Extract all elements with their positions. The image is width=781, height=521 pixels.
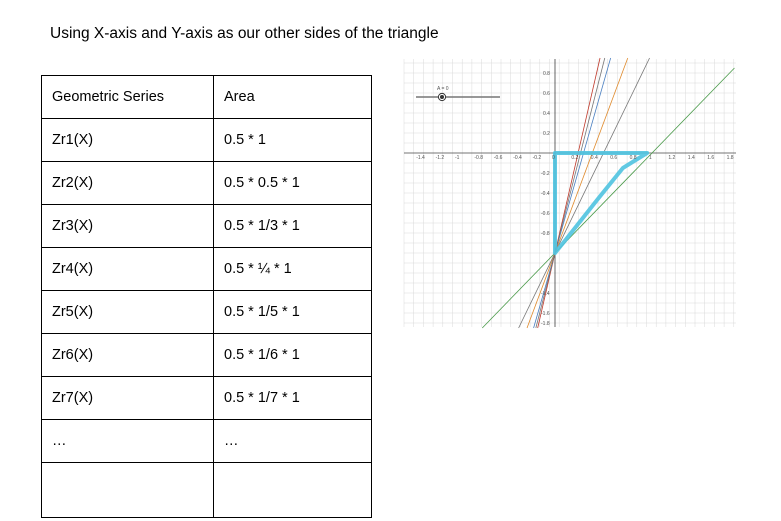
y-tick-label: -0.4 <box>541 191 550 197</box>
x-tick-label: -1 <box>455 155 460 161</box>
orange-line <box>526 57 629 329</box>
x-tick-label: 0.6 <box>610 155 617 161</box>
table-row: Zr3(X) 0.5 * 1/3 * 1 <box>41 204 372 248</box>
x-tick-label: -0.4 <box>513 155 522 161</box>
y-tick-label: 0.2 <box>543 131 550 137</box>
y-tick-label: -1.8 <box>541 321 550 327</box>
area-cell <box>213 462 372 518</box>
area-cell: 0.5 * ¼ * 1 <box>213 247 372 291</box>
series-cell: Zr6(X) <box>41 333 214 377</box>
area-cell: 0.5 * 1 <box>213 118 372 162</box>
x-tick-label: 1.2 <box>668 155 675 161</box>
series-area-table: Geometric Series Area Zr1(X) 0.5 * 1 Zr2… <box>41 75 372 518</box>
table-row: Zr1(X) 0.5 * 1 <box>41 118 372 162</box>
series-cell: Zr3(X) <box>41 204 214 248</box>
area-cell: 0.5 * 1/7 * 1 <box>213 376 372 420</box>
x-tick-label: -1.4 <box>416 155 425 161</box>
y-tick-label: 0.8 <box>543 71 550 77</box>
x-tick-label: 1.6 <box>707 155 714 161</box>
x-tick-label: 1.4 <box>688 155 695 161</box>
red-line <box>537 57 601 329</box>
series-cell: Zr2(X) <box>41 161 214 205</box>
y-tick-label: -0.2 <box>541 171 550 177</box>
area-cell: 0.5 * 1/6 * 1 <box>213 333 372 377</box>
slider[interactable]: A = 0 <box>416 86 500 102</box>
x-tick-label: 0.8 <box>630 155 637 161</box>
y-tick-label: -1.6 <box>541 311 550 317</box>
header-area: Area <box>213 75 372 119</box>
table-row: Zr5(X) 0.5 * 1/5 * 1 <box>41 290 372 334</box>
series-cell: Zr1(X) <box>41 118 214 162</box>
table-row: Zr4(X) 0.5 * ¼ * 1 <box>41 247 372 291</box>
blue-line <box>533 57 612 329</box>
highlighted-triangle <box>553 151 650 255</box>
page-heading: Using X-axis and Y-axis as our other sid… <box>50 25 439 42</box>
slider-label: A = 0 <box>437 86 449 92</box>
y-tick-label: 0.4 <box>543 111 550 117</box>
series-cell: Zr4(X) <box>41 247 214 291</box>
x-tick-label: 1 <box>649 155 652 161</box>
x-tick-label: -0.8 <box>474 155 483 161</box>
x-tick-label: 1.8 <box>727 155 734 161</box>
series-cell <box>41 462 214 518</box>
x-tick-label: 0 <box>552 155 555 161</box>
table-row: Zr7(X) 0.5 * 1/7 * 1 <box>41 376 372 420</box>
x-tick-label: -0.2 <box>533 155 542 161</box>
graph-lines <box>481 57 735 329</box>
series-cell: Zr5(X) <box>41 290 214 334</box>
y-tick-label: 0.6 <box>543 91 550 97</box>
gray-line <box>518 57 650 329</box>
gray-line-2 <box>535 57 606 329</box>
area-cell: … <box>213 419 372 463</box>
green-line <box>481 67 735 329</box>
table-row: … … <box>41 419 372 463</box>
x-tick-label: -0.6 <box>494 155 503 161</box>
table-row-empty <box>41 462 372 518</box>
x-tick-labels: -1.4 -1.2 -1 -0.8 -0.6 -0.4 -0.2 0 0.2 0.4 0.6 0.8 1… <box>416 155 734 161</box>
slider-handle-dot <box>440 95 444 99</box>
area-cell: 0.5 * 0.5 * 1 <box>213 161 372 205</box>
header-geometric-series: Geometric Series <box>41 75 214 119</box>
x-tick-label: 0.4 <box>591 155 598 161</box>
graph-screenshot: -1.4 -1.2 -1 -0.8 -0.6 -0.4 -0.2 0 0.2 0.4 0.6 0.8 1… <box>403 57 736 329</box>
series-cell: Zr7(X) <box>41 376 214 420</box>
x-tick-label: 0.2 <box>571 155 578 161</box>
area-cell: 0.5 * 1/3 * 1 <box>213 204 372 248</box>
y-tick-label: -0.6 <box>541 211 550 217</box>
table-row: Zr2(X) 0.5 * 0.5 * 1 <box>41 161 372 205</box>
x-tick-label: -1.2 <box>436 155 445 161</box>
table-header-row: Geometric Series Area <box>41 75 372 119</box>
graph-grid <box>403 59 736 327</box>
y-tick-label: -0.8 <box>541 231 550 237</box>
y-tick-label: -1.4 <box>541 291 550 297</box>
series-cell: … <box>41 419 214 463</box>
table-row: Zr6(X) 0.5 * 1/6 * 1 <box>41 333 372 377</box>
y-tick-labels: 0.8 0.6 0.4 0.2 -0.2 -0.4 -0.6 -0.8 -1.4 -1.6 -1.8 <box>541 71 550 327</box>
area-cell: 0.5 * 1/5 * 1 <box>213 290 372 334</box>
